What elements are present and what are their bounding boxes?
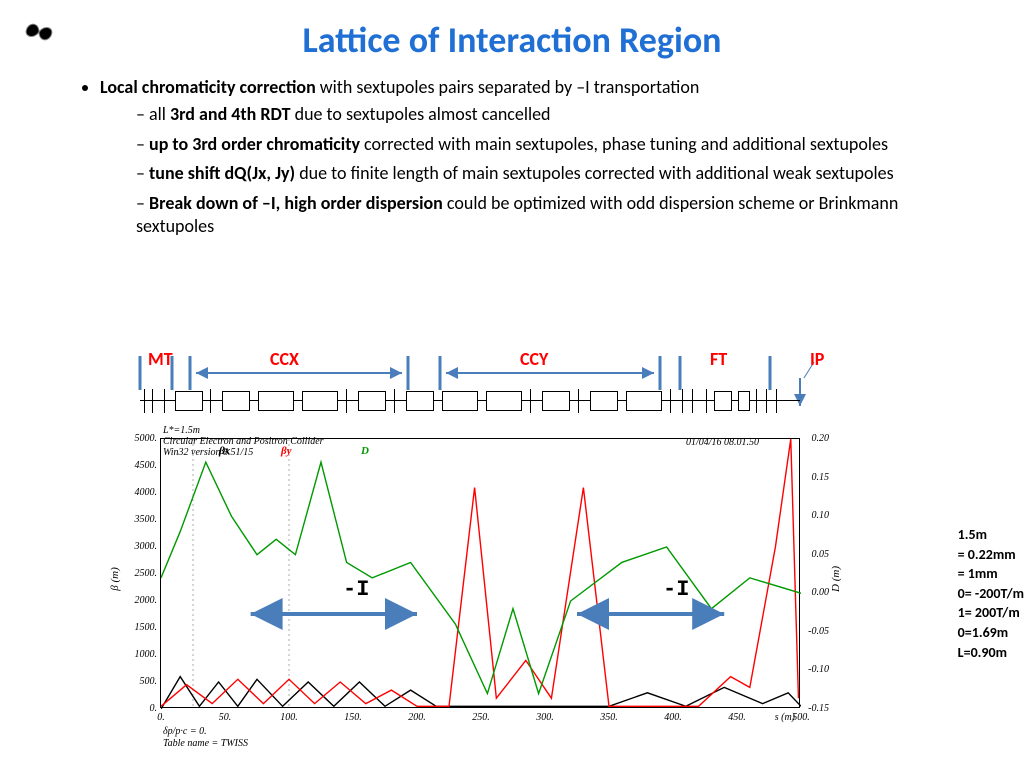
param-item: 0= -200T/m (958, 584, 1024, 604)
param-item: = 0.22mm (958, 545, 1024, 565)
region-label-ccy: CCY (520, 348, 548, 370)
main-bullet: Local chromaticity correction with sextu… (100, 76, 964, 238)
region-label-ccx: CCX (270, 348, 299, 370)
chart-area: L*=1.5m Circular Electron and Positron C… (130, 348, 870, 748)
region-label-mt: MT (148, 348, 173, 370)
parameter-list: 1.5m= 0.22mm= 1mm0= -200T/m1= 200T/m0=1.… (958, 525, 1024, 662)
sub-bullet: Break down of –I, high order dispersion … (136, 192, 964, 239)
region-label-ip: IP (810, 348, 824, 370)
y-axis-right-label: D (m) (830, 566, 842, 592)
sub-bullet: tune shift dQ(Jx, Jy) due to finite leng… (136, 162, 964, 185)
param-item: 1= 200T/m (958, 603, 1024, 623)
y-axis-left-label: β (m) (109, 567, 121, 591)
bullet-content: Local chromaticity correction with sextu… (0, 62, 1024, 238)
minus-i-label: -I (343, 577, 369, 602)
lattice-schematic (140, 400, 800, 426)
sub-bullet: all 3rd and 4th RDT due to sextupoles al… (136, 103, 964, 126)
twiss-plot: L*=1.5m Circular Electron and Positron C… (160, 438, 800, 708)
region-label-ft: FT (710, 348, 727, 370)
logo-icon (14, 12, 64, 52)
param-item: 0=1.69m (958, 623, 1024, 643)
param-item: L=0.90m (958, 643, 1024, 663)
param-item: = 1mm (958, 564, 1024, 584)
page-title: Lattice of Interaction Region (0, 0, 1024, 62)
minus-i-label: -I (663, 577, 689, 602)
sub-bullet: up to 3rd order chromaticity corrected w… (136, 133, 964, 156)
param-item: 1.5m (958, 525, 1024, 545)
